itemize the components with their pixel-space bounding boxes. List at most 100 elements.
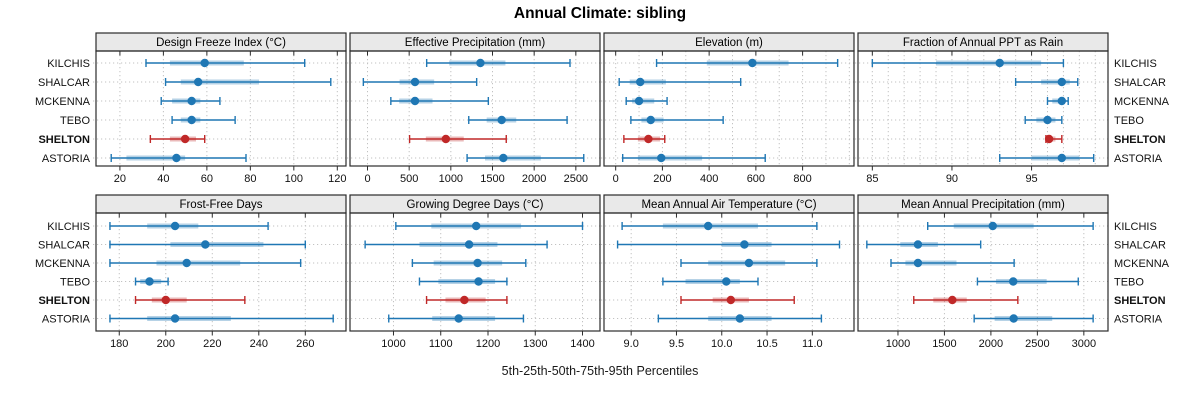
percentile-bar-kilchis [621,221,818,231]
median-dot [180,134,190,144]
axis-tick-label: 260 [296,338,314,350]
percentile-bar-shalcar [364,240,548,249]
station-label-right-kilchis: KILCHIS [1114,58,1157,70]
panel-background [96,51,346,166]
percentile-bar-mckenna [1046,96,1069,106]
axis-tick-label: 500 [400,173,418,185]
panel-border [95,50,347,167]
percentile-bar-kilchis [927,221,1094,231]
median-dot [740,240,749,249]
panel-fraction-of-annual-ppt-as-rain: 85 90 95 Fraction of Annual PPT as Rain [855,32,1111,185]
percentile-bar-shalcar [618,77,742,87]
axis-tick-label: 1400 [570,338,594,350]
station-label-left-shalcar: SHALCAR [38,77,90,89]
percentile-bar-shalcar [1014,77,1079,87]
median-dot [497,115,506,125]
panel-strip-label: Effective Precipitation (mm) [405,37,546,49]
median-dot [187,115,196,125]
percentile-bar-shelton [149,134,206,144]
median-dot [473,258,482,268]
median-dot [170,221,180,231]
station-label-left-shalcar: SHALCAR [38,239,90,251]
station-label-right-shalcar: SHALCAR [1114,239,1166,251]
station-label-right-astoria: ASTORIA [1114,153,1163,165]
median-dot [657,153,666,163]
median-dot [1044,134,1054,144]
median-dot [726,295,736,305]
percentile-bar-mckenna [109,258,302,268]
station-label-right-tebo: TEBO [1114,115,1144,127]
axis-tick-label: 200 [157,338,175,350]
axis-tick-label: 120 [328,173,346,185]
axis-tick-label: 2500 [1025,338,1049,350]
station-label-left-shelton: SHELTON [38,295,90,307]
station-label-right-astoria: ASTORIA [1114,313,1163,325]
median-dot [170,314,180,323]
panel-mean-annual-precipitation-mm-: 1000 1500 2000 2500 3000 Mean Annual Precipit… [855,194,1111,350]
percentile-bar-kilchis [871,58,1065,68]
percentile-bar-mckenna [890,258,1015,268]
station-label-right-shelton: SHELTON [1114,134,1166,146]
median-dot [410,77,420,87]
axis-tick-label: 9.5 [669,338,684,350]
percentile-bar-tebo [630,115,724,125]
panel-border [603,50,855,167]
median-dot [636,77,645,87]
chart-title: Annual Climate: sibling [513,5,687,22]
panel-border [857,212,1109,332]
panel-background [858,51,1108,166]
percentile-bar-shelton [134,295,246,305]
percentile-bar-tebo [134,277,169,286]
median-dot [988,221,997,231]
station-label-left-kilchis: KILCHIS [47,58,90,70]
median-dot [1057,77,1067,87]
percentile-bar-shelton [680,295,795,305]
median-dot [1009,277,1018,286]
median-dot [454,314,463,323]
axis-tick-label: 1200 [476,338,500,350]
panel-border [349,50,601,167]
percentile-bar-astoria [388,314,525,323]
panel-strip-label: Mean Annual Precipitation (mm) [901,199,1065,211]
station-label-left-astoria: ASTORIA [42,313,91,325]
median-dot [145,277,154,286]
median-dot [172,153,181,163]
axis-tick-label: 1000 [886,338,910,350]
median-dot [722,277,731,286]
axis-tick-label: 85 [866,173,878,185]
panel-strip-label: Mean Annual Air Temperature (°C) [641,199,816,211]
percentile-bar-astoria [973,314,1094,323]
percentile-bar-shelton [408,134,507,144]
percentile-bar-tebo [1024,115,1063,125]
station-label-right-mckenna: MCKENNA [1114,258,1170,270]
percentile-bar-tebo [171,115,236,125]
median-dot [1057,96,1067,106]
median-dot [476,58,485,68]
panel-background [604,213,854,331]
station-label-left-astoria: ASTORIA [42,153,91,165]
axis-tick-label: 1300 [523,338,547,350]
axis-tick-label: 100 [285,173,303,185]
station-label-right-shelton: SHELTON [1114,295,1166,307]
axis-tick-label: 10.5 [756,338,777,350]
median-dot [182,258,191,268]
percentile-bar-mckenna [680,258,818,268]
median-dot [948,295,957,305]
percentile-bar-shalcar [616,240,841,249]
panel-strip-label: Frost-Free Days [179,199,262,211]
panel-mean-annual-air-temperature-c-: 9.0 9.5 10.0 10.5 11.0 Mean Annual Air Temper… [601,194,857,350]
axis-tick-label: 400 [700,173,718,185]
panel-strip-label: Growing Degree Days (°C) [407,199,544,211]
percentile-bar-mckenna [160,96,221,106]
percentile-bar-tebo [468,115,568,125]
percentile-bar-shelton [1044,134,1063,144]
axis-tick-label: 200 [653,173,671,185]
median-dot [913,258,923,268]
axis-tick-label: 2000 [522,173,546,185]
percentile-bar-mckenna [625,96,668,106]
panel-border [857,50,1109,167]
station-label-left-kilchis: KILCHIS [47,221,90,233]
axis-tick-label: 1500 [480,173,504,185]
median-dot [161,295,170,305]
